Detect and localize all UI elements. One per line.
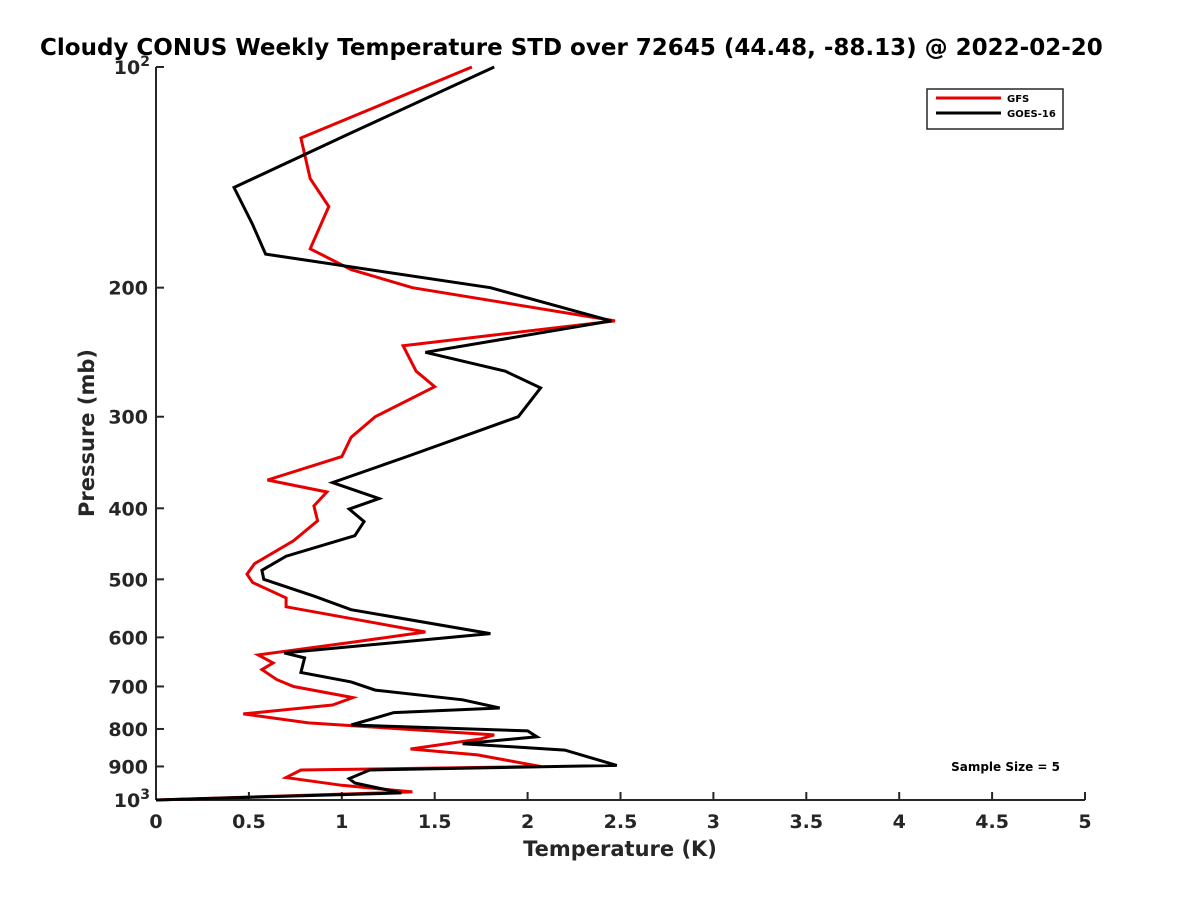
x-tick-label: 2.5 — [604, 811, 638, 833]
x-tick-label: 4.5 — [975, 811, 1009, 833]
x-tick-label: 5 — [1078, 811, 1091, 833]
y-tick-label: 700 — [108, 676, 148, 698]
y-tick-label: 900 — [108, 756, 148, 778]
y-tick-label: 102 — [114, 54, 150, 79]
x-axis-label: Temperature (K) — [523, 837, 717, 861]
legend: GFS GOES-16 — [926, 88, 1064, 130]
x-tick-label: 4 — [893, 811, 906, 833]
y-tick-label: 200 — [108, 278, 148, 300]
legend-box — [926, 88, 1064, 130]
y-tick-label: 103 — [114, 787, 150, 812]
series-group — [155, 65, 618, 802]
y-tick-label: 800 — [108, 719, 148, 741]
chart-title: Cloudy CONUS Weekly Temperature STD over… — [40, 35, 1103, 61]
y-tick-label: 300 — [108, 407, 148, 429]
sample-size-annotation: Sample Size = 5 — [951, 760, 1060, 774]
x-tick-label: 0 — [149, 811, 162, 833]
series-line-goes-16 — [155, 65, 618, 802]
legend-label: GFS — [1007, 94, 1029, 105]
axes: 0 0.5 1 1.5 2 2.5 3 3.5 4 4.5 5 102 200 300 400 500 600 7… — [108, 54, 1091, 833]
y-axis-label: Pressure (mb) — [75, 349, 99, 517]
x-tick-label: 0.5 — [232, 811, 266, 833]
legend-label: GOES-16 — [1007, 109, 1056, 120]
x-tick-label: 3 — [707, 811, 720, 833]
y-tick-label: 500 — [108, 569, 148, 591]
x-tick-label: 3.5 — [789, 811, 823, 833]
y-tick-label: 400 — [108, 498, 148, 520]
x-tick-label: 1.5 — [418, 811, 452, 833]
x-tick-label: 2 — [521, 811, 534, 833]
x-tick-label: 1 — [335, 811, 348, 833]
y-tick-label: 600 — [108, 627, 148, 649]
series-line-gfs — [155, 65, 616, 802]
